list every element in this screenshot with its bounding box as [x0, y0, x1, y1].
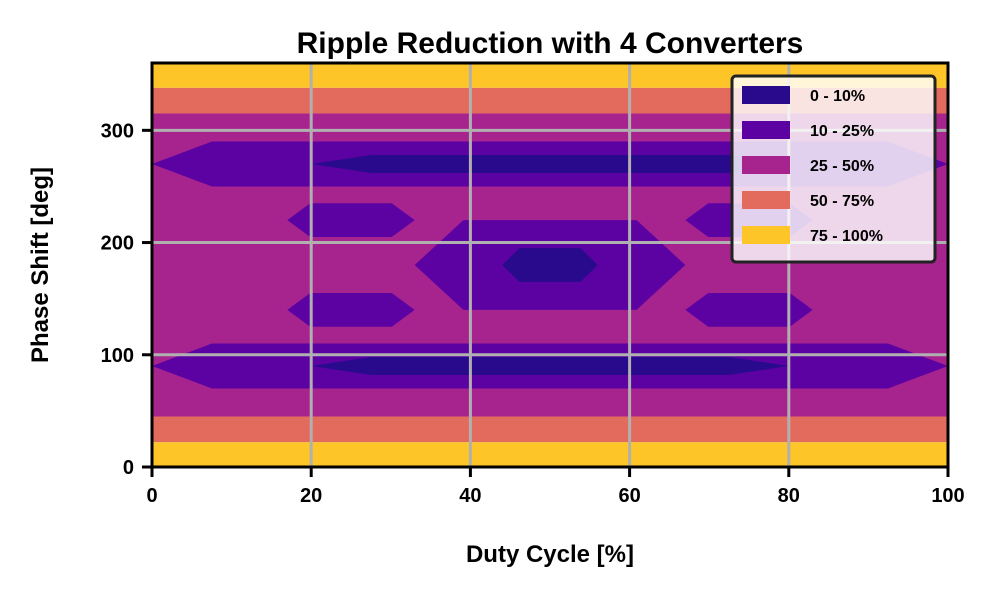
y-tick-label: 100 — [101, 345, 134, 367]
legend-label: 0 - 10% — [810, 88, 865, 105]
y-tick-label: 0 — [123, 457, 134, 479]
contour-region — [311, 155, 789, 173]
x-axis-label: Duty Cycle [%] — [466, 541, 634, 568]
contour-region — [152, 442, 948, 467]
x-tick-label: 100 — [931, 485, 964, 507]
chart-title: Ripple Reduction with 4 Converters — [297, 27, 804, 60]
contour-region — [311, 357, 789, 375]
contour-region — [287, 293, 415, 327]
legend: 0 - 10% 10 - 25% 25 - 50% 50 - 75% 75 - 100% — [730, 74, 937, 264]
x-tick-label: 20 — [300, 485, 322, 507]
contour-region — [287, 203, 415, 237]
legend-swatch — [742, 121, 790, 139]
x-tick-label: 40 — [459, 485, 481, 507]
legend-label: 10 - 25% — [810, 123, 874, 140]
y-axis: 0 100 200 300 — [101, 120, 152, 479]
x-tick-label: 60 — [618, 485, 640, 507]
legend-swatch — [742, 86, 790, 104]
plot-frame — [150, 61, 950, 469]
contour-region — [502, 248, 598, 282]
legend-label: 25 - 50% — [810, 158, 874, 175]
contour-region — [152, 416, 948, 443]
y-tick-label: 200 — [101, 233, 134, 255]
x-axis: 0 20 40 60 80 100 — [146, 467, 965, 507]
legend-label: 75 - 100% — [810, 228, 883, 245]
legend-swatch — [742, 191, 790, 209]
legend-swatch — [742, 156, 790, 174]
x-tick-label: 0 — [146, 485, 157, 507]
y-axis-label: Phase Shift [deg] — [27, 167, 54, 363]
x-tick-label: 80 — [778, 485, 800, 507]
legend-label: 50 - 75% — [810, 193, 874, 210]
contour-region — [685, 293, 813, 327]
legend-swatch — [742, 226, 790, 244]
y-tick-label: 300 — [101, 120, 134, 142]
